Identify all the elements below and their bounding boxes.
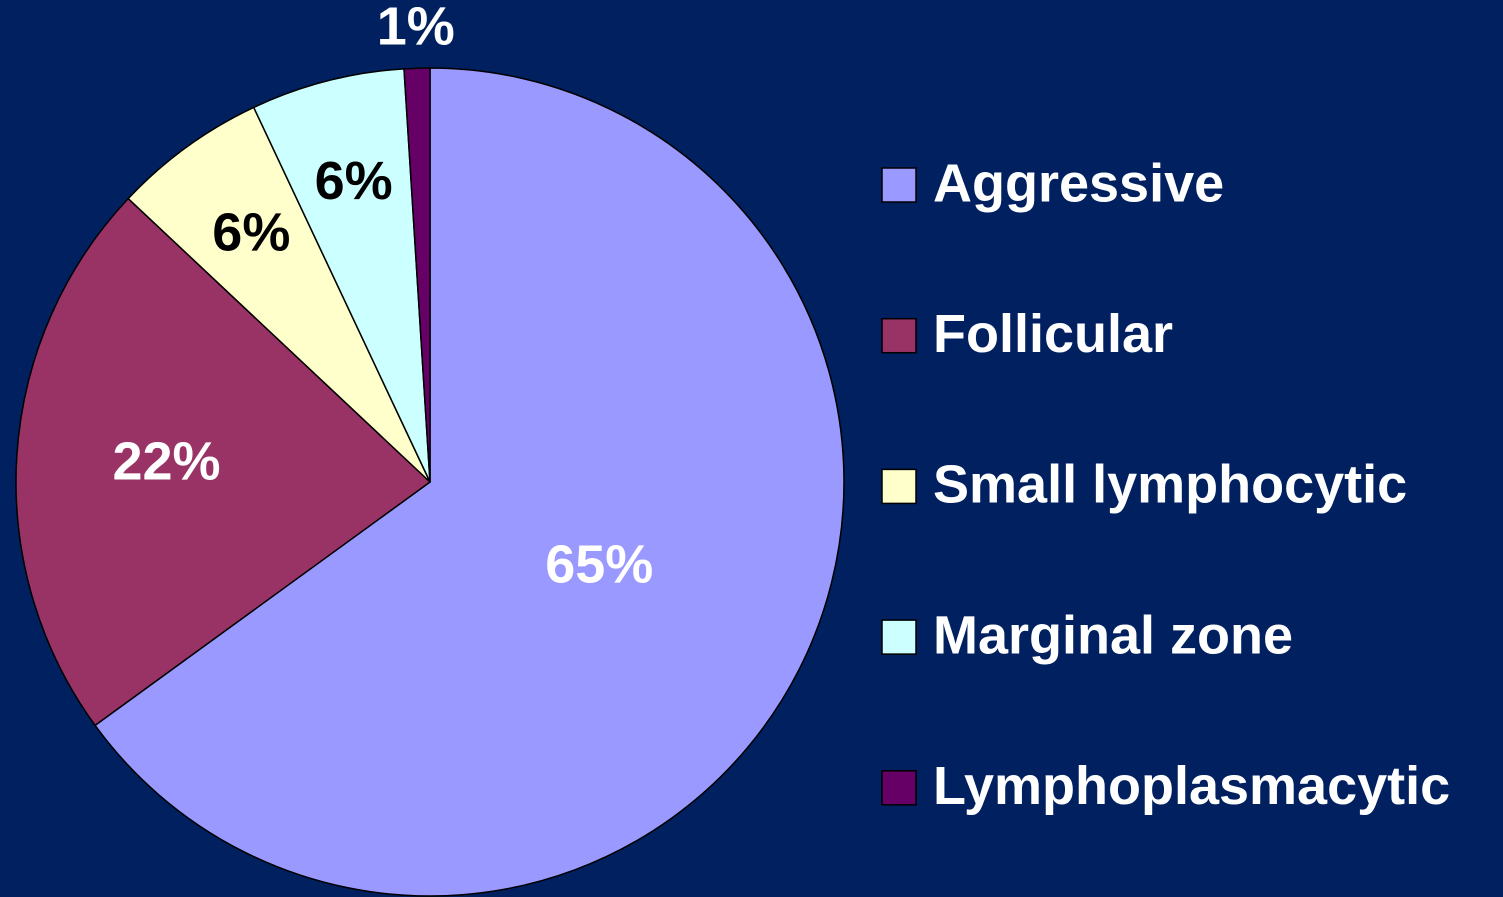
legend-label: Lymphoplasmacytic	[933, 756, 1450, 816]
data-label: 1%	[377, 0, 455, 56]
legend-swatch	[881, 317, 917, 354]
legend-swatch	[881, 619, 917, 655]
legend-label: Small lymphocytic	[933, 455, 1407, 515]
data-label: 6%	[212, 202, 290, 262]
legend-swatch	[881, 770, 917, 806]
legend-label: Aggressive	[933, 153, 1224, 213]
pie-slice	[403, 67, 431, 483]
legend-label: Follicular	[933, 304, 1173, 364]
data-label: 6%	[315, 151, 393, 211]
legend-swatch	[881, 167, 917, 203]
legend-label: Marginal zone	[933, 605, 1293, 665]
data-label: 65%	[545, 535, 653, 595]
pie-slice	[15, 197, 432, 727]
pie-slice	[252, 68, 431, 483]
pie-slice	[94, 67, 845, 897]
pie-slice	[127, 106, 431, 483]
data-label: 22%	[112, 432, 220, 492]
legend-swatch	[881, 468, 917, 505]
